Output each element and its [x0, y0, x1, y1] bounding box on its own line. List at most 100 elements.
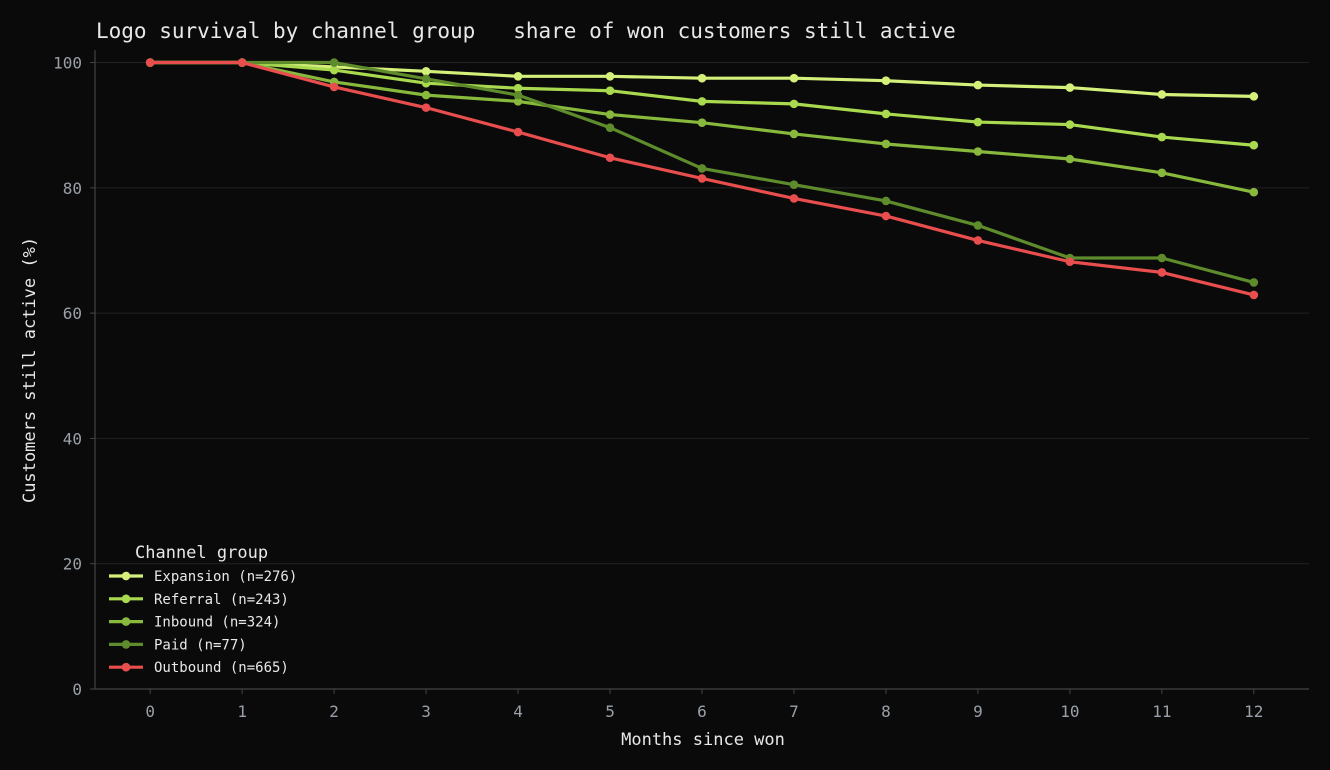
- x-tick-label: 5: [605, 702, 615, 721]
- y-axis-label: Customers still active (%): [20, 237, 40, 503]
- legend-label: Expansion (n=276): [154, 569, 297, 585]
- data-point: [1157, 268, 1167, 277]
- data-point: [789, 180, 799, 189]
- x-ticks: 0 1 2 3 4 5 6 7 8 9 10 11 12: [145, 689, 1263, 721]
- data-point: [881, 76, 891, 85]
- series-outbound: [145, 58, 1259, 300]
- data-point: [1065, 120, 1075, 129]
- x-tick-label: 2: [329, 702, 339, 721]
- data-point: [605, 123, 615, 132]
- legend-label: Paid (n=77): [154, 637, 247, 653]
- data-point: [697, 97, 707, 106]
- legend-label: Referral (n=243): [154, 592, 289, 608]
- legend-title: Channel group: [135, 543, 268, 563]
- y-tick-label: 100: [53, 54, 82, 73]
- data-point: [513, 90, 523, 100]
- data-point: [697, 174, 707, 183]
- data-point: [237, 58, 247, 67]
- y-tick-label: 80: [63, 179, 82, 198]
- data-point: [881, 109, 891, 119]
- legend-item: Inbound (n=324): [109, 615, 280, 631]
- data-point: [605, 86, 615, 96]
- data-point: [1065, 154, 1075, 164]
- data-point: [973, 147, 983, 156]
- x-tick-label: 12: [1244, 702, 1263, 721]
- chart-title: Logo survival by channel group share of …: [96, 19, 956, 43]
- x-axis-label: Months since won: [621, 730, 785, 750]
- legend-label: Inbound (n=324): [154, 615, 280, 631]
- data-point: [789, 73, 799, 83]
- legend-swatch-marker: [121, 662, 131, 672]
- data-point: [789, 99, 799, 109]
- legend-swatch-marker: [121, 571, 131, 581]
- data-point: [789, 129, 799, 139]
- data-point: [513, 97, 523, 106]
- data-point: [421, 74, 431, 84]
- data-point: [1249, 290, 1259, 300]
- data-point: [421, 103, 431, 112]
- data-point: [329, 65, 339, 75]
- legend-item: Expansion (n=276): [109, 569, 297, 585]
- data-point: [605, 153, 615, 163]
- data-point: [1157, 168, 1167, 178]
- data-point: [513, 83, 523, 93]
- y-ticks: 0 20 40 60 80 100: [53, 54, 95, 699]
- data-point: [1157, 132, 1167, 142]
- data-point: [973, 221, 983, 230]
- data-point: [1065, 83, 1075, 92]
- data-point: [881, 139, 891, 149]
- data-point: [421, 90, 431, 100]
- x-tick-label: 10: [1060, 702, 1079, 721]
- legend: Channel group Expansion (n=276) Referral …: [109, 543, 297, 676]
- legend-label: Outbound (n=665): [154, 660, 289, 676]
- data-point: [697, 118, 707, 127]
- data-point: [881, 211, 891, 221]
- data-point: [973, 80, 983, 90]
- legend-swatch-marker: [121, 640, 131, 649]
- data-point: [1157, 90, 1167, 99]
- data-point: [605, 110, 615, 119]
- data-point: [1249, 140, 1259, 150]
- data-point: [973, 236, 983, 245]
- series-expansion: [145, 58, 1259, 101]
- y-tick-label: 0: [72, 680, 82, 699]
- data-point: [1249, 278, 1259, 287]
- data-point: [973, 117, 983, 127]
- data-point: [513, 127, 523, 137]
- data-point: [605, 72, 615, 81]
- legend-item: Paid (n=77): [109, 637, 247, 653]
- series-referral: [145, 58, 1259, 150]
- data-point: [1157, 253, 1167, 263]
- data-point: [329, 58, 339, 67]
- x-tick-label: 0: [145, 702, 155, 721]
- data-point: [513, 72, 523, 81]
- series-group: [145, 58, 1259, 300]
- data-point: [697, 164, 707, 173]
- y-tick-label: 60: [63, 304, 82, 323]
- data-point: [1249, 187, 1259, 197]
- x-tick-label: 6: [697, 702, 707, 721]
- x-tick-label: 8: [881, 702, 891, 721]
- x-tick-label: 3: [421, 702, 431, 721]
- x-tick-label: 9: [973, 702, 983, 721]
- legend-item: Outbound (n=665): [109, 660, 289, 676]
- data-point: [789, 194, 799, 203]
- legend-swatch-marker: [121, 594, 131, 604]
- data-point: [145, 58, 155, 67]
- x-tick-label: 4: [513, 702, 523, 721]
- data-point: [881, 196, 891, 206]
- legend-item: Referral (n=243): [109, 592, 289, 608]
- legend-swatch-marker: [121, 617, 131, 626]
- series-paid: [145, 58, 1259, 287]
- x-tick-label: 1: [237, 702, 247, 721]
- data-point: [421, 67, 431, 76]
- data-point: [329, 82, 339, 92]
- y-tick-label: 20: [63, 555, 82, 574]
- data-point: [697, 73, 707, 83]
- x-tick-label: 11: [1152, 702, 1171, 721]
- data-point: [1065, 257, 1075, 267]
- y-tick-label: 40: [63, 429, 82, 448]
- gridlines: [95, 62, 1309, 565]
